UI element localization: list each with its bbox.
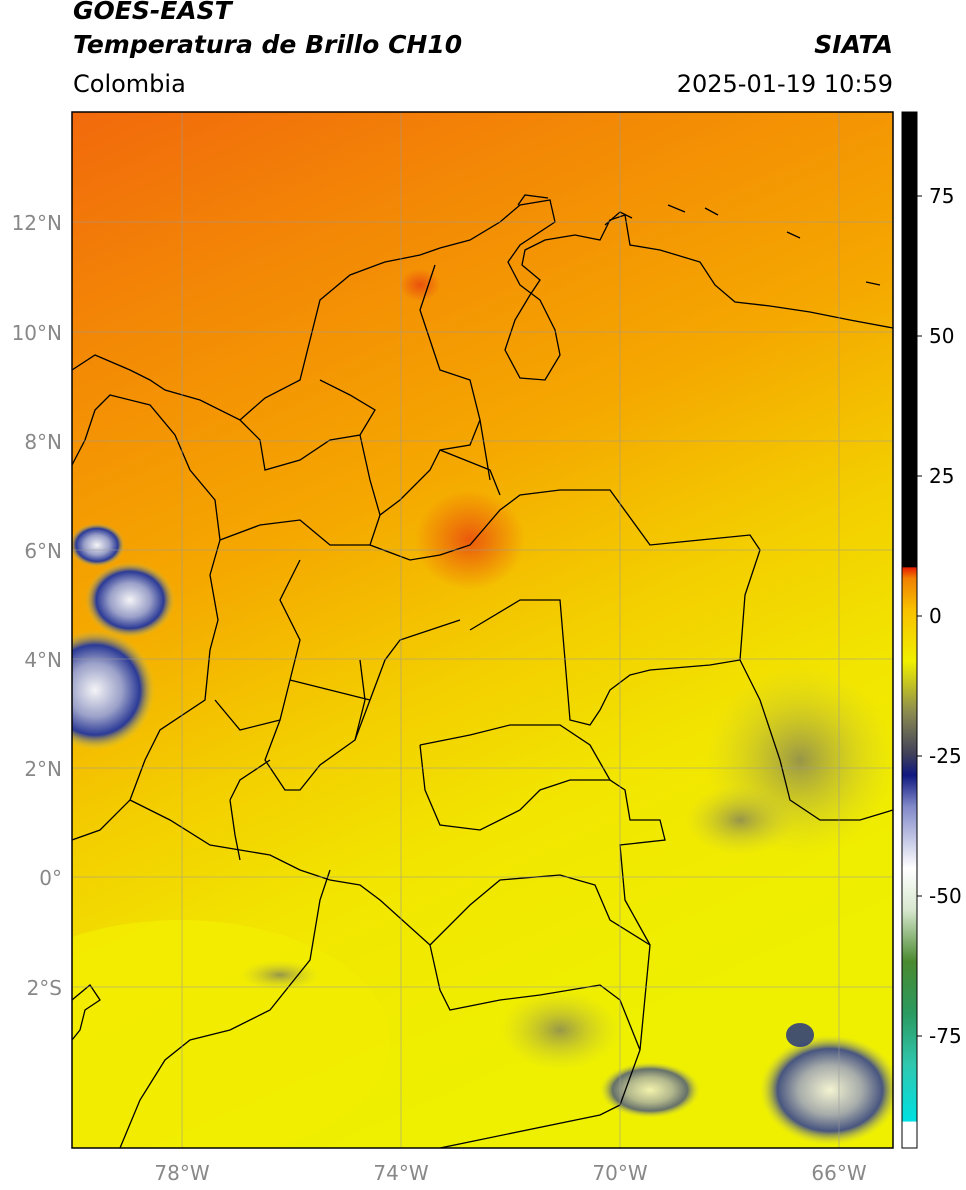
cold-cloud-cluster xyxy=(72,630,155,750)
colorbar xyxy=(901,111,918,1149)
lon-tick-label: 66°W xyxy=(811,1161,866,1185)
cold-cloud-cluster xyxy=(760,1035,893,1145)
colorbar-tick-label: 50 xyxy=(929,324,954,348)
satellite-title: GOES-EAST xyxy=(73,0,232,25)
colorbar-tick-label: 75 xyxy=(929,184,954,208)
lat-tick-label: 4°N xyxy=(24,648,62,672)
colorbar-tick-label: -50 xyxy=(929,884,962,908)
timestamp: 2025-01-19 10:59 xyxy=(676,70,893,98)
lat-tick-label: 10°N xyxy=(12,321,62,345)
colorbar-tick-label: 0 xyxy=(929,604,942,628)
cold-cloud-cluster xyxy=(85,562,175,638)
colorbar-tick-label: -25 xyxy=(929,744,962,768)
coastline-and-borders xyxy=(72,194,893,1148)
organization-label: SIATA xyxy=(814,30,893,59)
region-label: Colombia xyxy=(73,70,186,98)
longitude-axis: 78°W 74°W 70°W 66°W xyxy=(154,1161,866,1185)
lat-tick-label: 2°N xyxy=(24,757,62,781)
map-frame xyxy=(71,111,894,1149)
brightness-temperature-field xyxy=(72,112,893,1148)
lat-tick-label: 2°S xyxy=(27,976,62,1000)
colorbar-tick-label: -75 xyxy=(929,1024,962,1048)
lon-tick-label: 78°W xyxy=(154,1161,209,1185)
cold-cloud-cluster xyxy=(72,523,125,567)
gridlines xyxy=(72,112,893,1148)
lat-tick-label: 8°N xyxy=(24,430,62,454)
lon-tick-label: 74°W xyxy=(373,1161,428,1185)
latitude-axis: 12°N 10°N 8°N 6°N 4°N 2°N 0° 2°S xyxy=(12,211,62,1000)
colorbar-tick-label: 25 xyxy=(929,464,954,488)
lat-tick-label: 0° xyxy=(39,866,62,890)
product-title: Temperatura de Brillo CH10 xyxy=(73,30,463,59)
lon-tick-label: 70°W xyxy=(592,1161,647,1185)
lat-tick-label: 12°N xyxy=(12,211,62,235)
colorbar-ticks: 75 50 25 0 -25 -50 -75 xyxy=(917,184,962,1048)
lat-tick-label: 6°N xyxy=(24,539,62,563)
